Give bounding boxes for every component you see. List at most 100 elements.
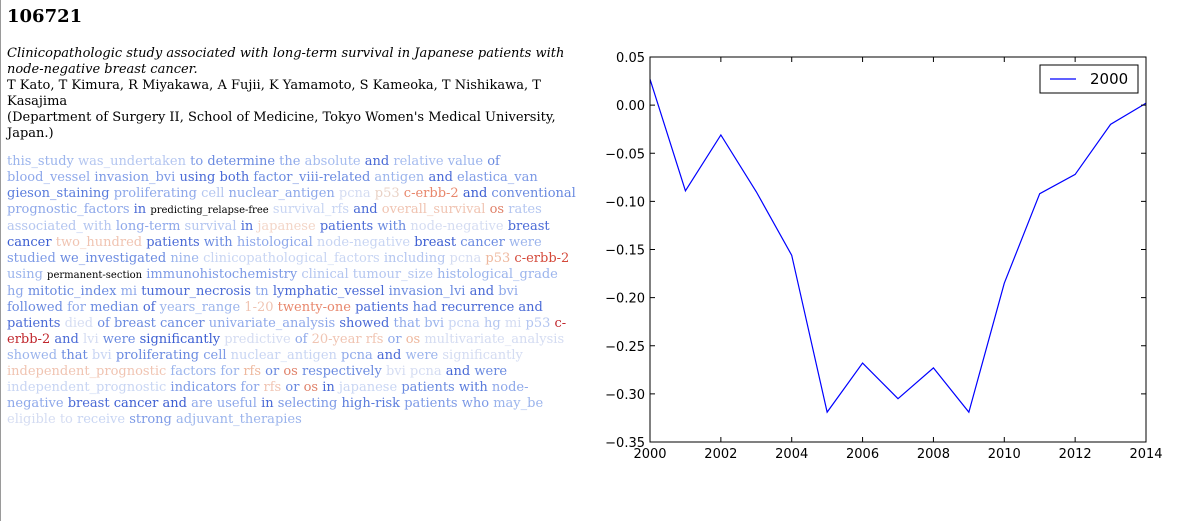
- abstract-token: proliferating: [113, 186, 197, 201]
- abstract-token: hg: [7, 284, 24, 299]
- abstract-token: and: [162, 396, 187, 411]
- abstract-token: 1-20: [244, 300, 274, 315]
- abstract-token: os: [489, 202, 505, 217]
- abstract-token: elastica_van: [457, 170, 538, 185]
- abstract-token: and: [518, 300, 543, 315]
- abstract-token: prognostic_factors: [7, 202, 130, 217]
- abstract-token: of: [294, 332, 308, 347]
- abstract-token: node-negative: [7, 380, 529, 411]
- abstract-token: independent_prognostic: [7, 364, 167, 379]
- abstract-token: determine: [207, 154, 276, 169]
- abstract-token: this_study: [7, 154, 74, 169]
- abstract-token: studied: [7, 251, 56, 266]
- plot-area: 2000 2002 2004 2006 2008 2010 2012 2014 0.05 0.00…: [605, 51, 1162, 462]
- abstract-token: rates: [508, 202, 542, 217]
- abstract-token: predictive: [224, 332, 291, 347]
- abstract-token: c-erbb-2: [403, 186, 459, 201]
- abstract-token: with: [458, 380, 488, 395]
- abstract-token: median: [90, 300, 139, 315]
- y-tick-label: −0.05: [605, 147, 645, 162]
- abstract-token: recurrence: [441, 300, 515, 315]
- abstract-token: pcna: [409, 364, 442, 379]
- abstract-token: to: [59, 412, 73, 427]
- abstract-token: significantly: [442, 348, 523, 363]
- abstract-token: long-term: [115, 219, 181, 234]
- x-tick-label: 2014: [1129, 447, 1162, 462]
- abstract-token: survival: [184, 219, 237, 234]
- abstract-token: clinicopathological_factors: [203, 251, 380, 266]
- abstract-token: histological: [236, 235, 313, 250]
- abstract-token: node-negative: [316, 235, 411, 250]
- plot-frame: [649, 56, 1147, 443]
- abstract-token: and: [353, 202, 378, 217]
- abstract-token: patients: [404, 396, 458, 411]
- abstract-token: nuclear_antigen: [230, 348, 337, 363]
- series-line: [649, 78, 1147, 414]
- abstract-token: and: [376, 348, 402, 363]
- abstract-token: rfs: [243, 364, 262, 379]
- abstract-token: cancer: [460, 235, 505, 250]
- abstract-token: nine: [170, 251, 199, 266]
- y-tick-label: 0.00: [616, 99, 645, 114]
- abstract-token: in: [261, 396, 274, 411]
- abstract-token: and: [54, 332, 79, 347]
- abstract-token: that: [393, 316, 421, 331]
- abstract-token: useful: [216, 396, 257, 411]
- page-left-border: [0, 0, 1, 521]
- abstract-token: and: [445, 364, 471, 379]
- abstract-token: mitotic_index: [27, 284, 117, 299]
- abstract-token: hg: [484, 316, 501, 331]
- abstract-token: patients: [7, 316, 61, 331]
- abstract-token: died: [64, 316, 94, 331]
- abstract-token: univariate_analysis: [208, 316, 336, 331]
- abstract-token: were: [474, 364, 508, 379]
- abstract-token: tumour_size: [352, 267, 434, 282]
- abstract-token: factor_viii-related: [253, 170, 371, 185]
- abstract-token: that: [61, 348, 88, 363]
- abstract-token: bvi: [385, 364, 406, 379]
- abstract-token: cell: [203, 348, 227, 363]
- abstract-token: using: [7, 267, 43, 282]
- abstract-token: and: [469, 284, 495, 299]
- abstract-token: lymphatic_vessel: [272, 284, 385, 299]
- abstract-token: or: [387, 332, 402, 347]
- abstract-token: p53: [525, 316, 551, 331]
- abstract-token: patients: [319, 219, 374, 234]
- abstract-token: showed: [7, 348, 58, 363]
- article-authors: T Kato, T Kimura, R Miyakawa, A Fujii, K…: [7, 78, 541, 109]
- y-tick-label: 0.05: [616, 51, 645, 66]
- y-tick-label: −0.10: [605, 195, 645, 210]
- abstract-token: bvi: [91, 348, 112, 363]
- abstract-token: with: [377, 219, 407, 234]
- abstract-token: were: [102, 332, 136, 347]
- y-tick-label: −0.30: [605, 388, 645, 403]
- abstract-token: showed: [339, 316, 390, 331]
- document-id: 106721: [7, 6, 83, 27]
- abstract-token: japanese: [257, 219, 316, 234]
- abstract-token: predicting_relapse-free: [150, 205, 269, 216]
- abstract-token: mi: [120, 284, 138, 299]
- abstract-token: p53: [485, 251, 511, 266]
- abstract-token: for: [67, 300, 86, 315]
- abstract-token: cancer: [7, 235, 52, 250]
- abstract-token: 20-year: [311, 332, 362, 347]
- abstract-token: receive: [77, 412, 126, 427]
- abstract-token: strong: [129, 412, 172, 427]
- abstract-token: using: [179, 170, 216, 185]
- y-tick-label: −0.20: [605, 292, 645, 307]
- abstract-token: for: [240, 380, 260, 395]
- y-tick-label: −0.25: [605, 340, 645, 355]
- abstract-token: c-erbb-2: [514, 251, 570, 266]
- legend-label: 2000: [1090, 70, 1128, 88]
- abstract-token: cell: [201, 186, 225, 201]
- abstract-token: independent_prognostic: [7, 380, 167, 395]
- abstract-token: pcna: [448, 316, 480, 331]
- abstract-token: patients: [146, 235, 200, 250]
- abstract-token: invasion_bvi: [94, 170, 176, 185]
- abstract-token: associated_with: [7, 219, 112, 234]
- abstract-token: patients: [401, 380, 455, 395]
- abstract-token: breast: [414, 235, 457, 250]
- article-affiliation: (Department of Surgery II, School of Med…: [7, 110, 556, 141]
- abstract-token: was_undertaken: [78, 154, 186, 169]
- abstract-token: are: [191, 396, 213, 411]
